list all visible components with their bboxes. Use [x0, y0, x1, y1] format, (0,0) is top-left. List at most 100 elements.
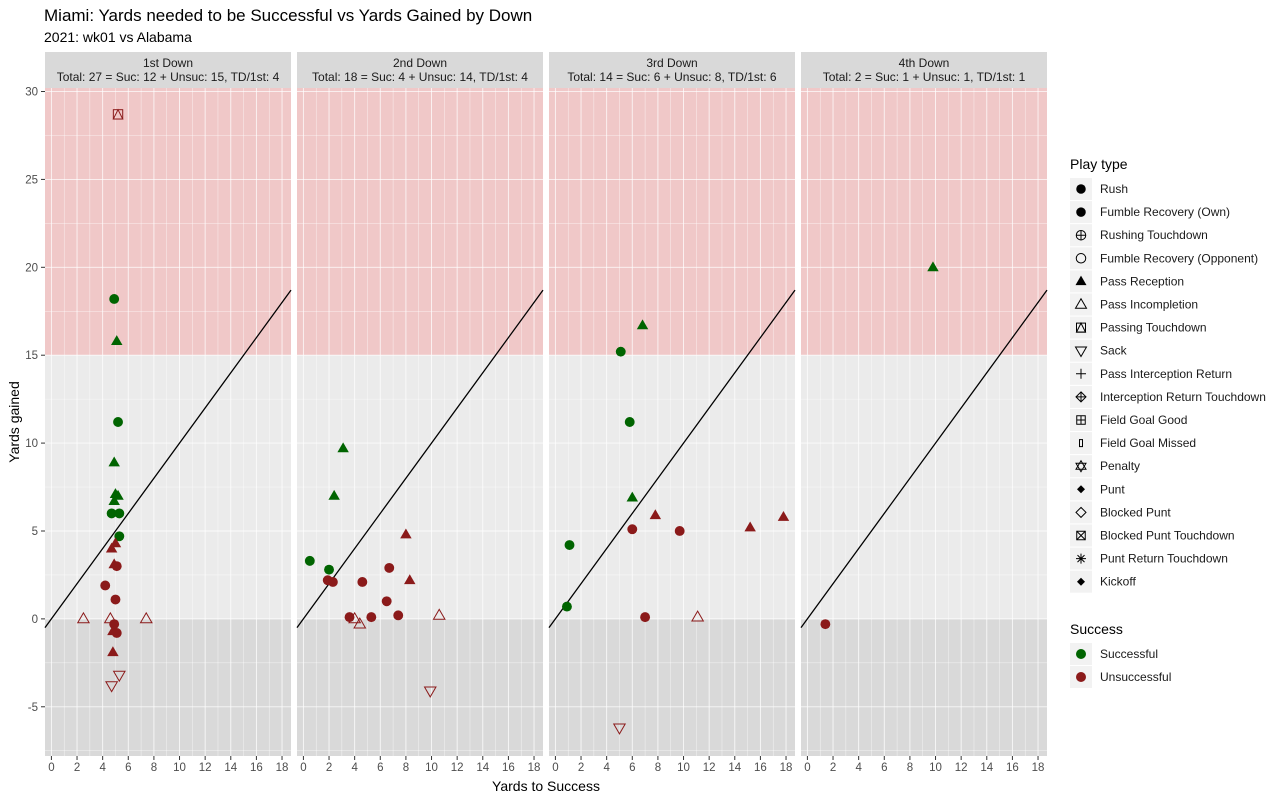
legend-label: Punt — [1100, 482, 1125, 496]
gridlines — [801, 88, 1047, 756]
x-tick-label: 14 — [224, 762, 237, 774]
data-point — [626, 491, 639, 502]
x-tick-label: 16 — [754, 762, 767, 774]
legend-symbol-up — [1075, 459, 1087, 470]
data-points — [820, 261, 939, 630]
x-axis-ticks: 0 2 4 6 8 10 12 14 16 18 — [300, 756, 540, 774]
x-tick-label: 18 — [780, 762, 793, 774]
data-point — [636, 319, 649, 330]
y-tick-label: -5 — [28, 702, 38, 714]
x-tick-label: 4 — [855, 762, 862, 774]
x-tick-label: 14 — [980, 762, 993, 774]
data-point — [691, 610, 705, 622]
x-tick-label: 12 — [451, 762, 464, 774]
legend-item: Field Goal Missed — [1070, 432, 1196, 455]
x-tick-label: 6 — [125, 762, 131, 774]
legend-item: Penalty — [1070, 455, 1140, 478]
legend-symbol-cross — [1076, 230, 1086, 240]
x-tick-label: 10 — [173, 762, 186, 774]
data-point — [344, 612, 355, 623]
facet-strip — [549, 52, 795, 88]
legend-item: Kickoff — [1070, 570, 1136, 593]
facet-strip — [801, 52, 1047, 88]
data-point — [432, 608, 446, 620]
data-point — [100, 580, 111, 591]
data-point — [777, 510, 790, 521]
legend-item: Blocked Punt — [1070, 501, 1171, 524]
x-tick-label: 18 — [276, 762, 289, 774]
legend-symbol — [1076, 184, 1086, 194]
high-gain-zone — [801, 88, 1047, 356]
legend-label: Field Goal Missed — [1100, 436, 1196, 450]
y-tick-label: 30 — [25, 87, 38, 99]
data-point-tri — [112, 108, 124, 120]
x-tick-label: 10 — [425, 762, 438, 774]
legend-symbol-cross — [1076, 415, 1086, 425]
success-threshold-line — [548, 289, 796, 629]
x-tick-label: 6 — [881, 762, 887, 774]
legend-item: Interception Return Touchdown — [1070, 385, 1266, 408]
y-tick-label: 5 — [32, 526, 38, 538]
data-point — [111, 335, 123, 346]
legend-item: Passing Touchdown — [1070, 316, 1207, 339]
chart-subtitle: 2021: wk01 vs Alabama — [44, 29, 192, 45]
legend-key-bg — [1070, 316, 1092, 339]
x-tick-label: 14 — [728, 762, 741, 774]
gridlines — [297, 88, 543, 756]
legend-symbol — [1075, 391, 1087, 403]
legend-success-title: Success — [1070, 621, 1123, 637]
legend-symbol — [1076, 368, 1086, 379]
data-point — [328, 489, 340, 500]
x-tick-label: 8 — [403, 762, 409, 774]
data-point — [111, 628, 122, 638]
facet-summary: Total: 2 = Suc: 1 + Unsuc: 1, TD/1st: 1 — [823, 70, 1026, 84]
facet-title: 4th Down — [899, 56, 950, 70]
x-tick-label: 0 — [48, 762, 54, 774]
x-tick-label: 16 — [1006, 762, 1019, 774]
success-threshold-line — [296, 289, 544, 629]
gridlines — [549, 88, 795, 756]
data-point — [357, 577, 368, 587]
legend-label: Kickoff — [1100, 575, 1136, 589]
x-tick-label: 2 — [326, 762, 332, 774]
legend-item: Punt — [1070, 478, 1125, 501]
legend-label: Rush — [1100, 182, 1128, 196]
x-tick-label: 12 — [955, 762, 968, 774]
x-tick-label: 8 — [151, 762, 157, 774]
y-axis-label: Yards gained — [6, 381, 22, 462]
data-point — [304, 555, 315, 566]
x-tick-label: 0 — [300, 762, 306, 774]
facet-title: 1st Down — [143, 56, 193, 70]
legend-key-bg — [1070, 501, 1092, 524]
x-axis-ticks: 0 2 4 6 8 10 12 14 16 18 — [552, 756, 792, 774]
legend-symbol — [1076, 649, 1086, 659]
data-point — [108, 495, 120, 506]
facet-summary: Total: 18 = Suc: 4 + Unsuc: 14, TD/1st: … — [312, 70, 528, 84]
legend-key-bg — [1070, 432, 1092, 455]
data-point — [393, 610, 404, 621]
x-tick-label: 4 — [351, 762, 358, 774]
legend-key-bg — [1070, 293, 1092, 316]
x-tick-label: 2 — [578, 762, 584, 774]
legend-label: Sack — [1100, 344, 1128, 358]
success-threshold-line — [800, 289, 1048, 629]
legend-symbol — [1076, 207, 1086, 217]
data-point — [106, 508, 117, 519]
x-tick-label: 2 — [74, 762, 80, 774]
data-point — [366, 612, 377, 623]
x-tick-label: 10 — [677, 762, 690, 774]
data-point — [337, 442, 349, 453]
x-tick-label: 18 — [528, 762, 541, 774]
data-point — [109, 294, 120, 304]
y-tick-label: 20 — [25, 262, 38, 274]
gridlines — [45, 88, 291, 756]
legend-item: Successful — [1070, 643, 1158, 665]
x-tick-label: 12 — [703, 762, 716, 774]
legend-symbol — [1075, 321, 1087, 333]
data-point — [561, 601, 572, 612]
facet-summary: Total: 14 = Suc: 6 + Unsuc: 8, TD/1st: 6 — [567, 70, 777, 84]
legend-label: Rushing Touchdown — [1100, 228, 1208, 242]
legend-item: Punt Return Touchdown — [1070, 547, 1228, 570]
data-point — [114, 531, 125, 542]
